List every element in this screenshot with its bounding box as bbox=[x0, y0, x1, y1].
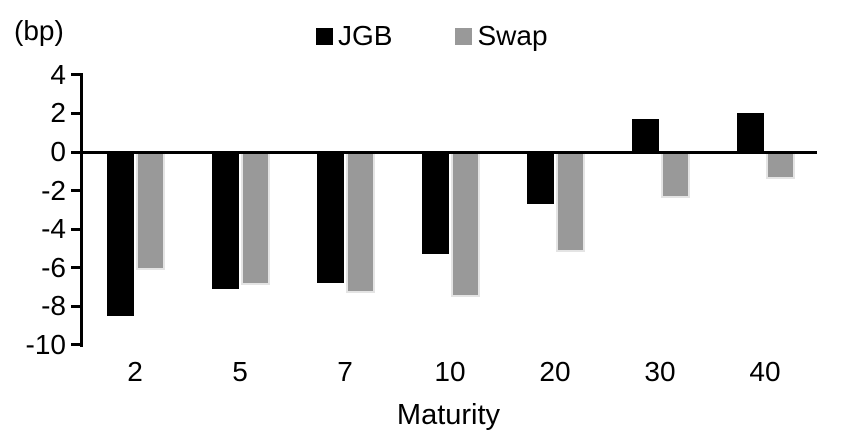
y-tick-mark bbox=[71, 305, 83, 308]
x-category-label-2: 2 bbox=[127, 356, 143, 387]
y-axis-unit-label: (bp) bbox=[14, 15, 64, 46]
y-tick-mark bbox=[71, 73, 83, 76]
legend-swatch-swap bbox=[455, 27, 473, 45]
y-tick-label: 0 bbox=[50, 136, 66, 167]
bar-jgb-30 bbox=[632, 119, 659, 152]
y-tick-mark bbox=[71, 151, 83, 154]
y-tick-label: -8 bbox=[41, 290, 66, 321]
x-category-label-7: 7 bbox=[337, 356, 353, 387]
legend: JGB Swap bbox=[316, 20, 548, 52]
legend-label-jgb: JGB bbox=[338, 20, 393, 51]
y-tick-label: 4 bbox=[50, 59, 66, 90]
y-tick-mark bbox=[71, 343, 83, 346]
y-tick-label: -2 bbox=[41, 175, 66, 206]
bar-swap-20 bbox=[556, 152, 585, 252]
y-tick-mark bbox=[71, 112, 83, 115]
bar-jgb-10 bbox=[422, 152, 449, 254]
legend-label-swap: Swap bbox=[477, 20, 548, 51]
x-category-label-40: 40 bbox=[749, 356, 781, 387]
y-tick-label: -10 bbox=[25, 329, 66, 360]
x-category-label-20: 20 bbox=[539, 356, 571, 387]
x-category-label-30: 30 bbox=[644, 356, 676, 387]
y-tick-label: 2 bbox=[50, 97, 66, 128]
bar-jgb-7 bbox=[317, 152, 344, 283]
bar-swap-10 bbox=[451, 152, 480, 297]
bar-swap-30 bbox=[661, 152, 690, 198]
bar-swap-7 bbox=[346, 152, 375, 293]
x-category-label-5: 5 bbox=[232, 356, 248, 387]
y-axis-line bbox=[80, 74, 83, 347]
x-category-label-10: 10 bbox=[434, 356, 466, 387]
bar-jgb-40 bbox=[737, 113, 764, 152]
bar-swap-40 bbox=[766, 152, 795, 179]
bar-jgb-2 bbox=[107, 152, 134, 316]
y-tick-mark bbox=[71, 266, 83, 269]
zero-baseline bbox=[80, 151, 817, 154]
bar-jgb-5 bbox=[212, 152, 239, 289]
y-tick-label: -4 bbox=[41, 213, 66, 244]
legend-swatch-jgb bbox=[316, 27, 333, 45]
bar-jgb-20 bbox=[527, 152, 554, 204]
y-tick-label: -6 bbox=[41, 252, 66, 283]
y-tick-mark bbox=[71, 189, 83, 192]
y-tick-mark bbox=[71, 228, 83, 231]
bar-swap-2 bbox=[136, 152, 165, 270]
x-axis-title: Maturity bbox=[396, 399, 501, 431]
bar-swap-5 bbox=[241, 152, 270, 285]
